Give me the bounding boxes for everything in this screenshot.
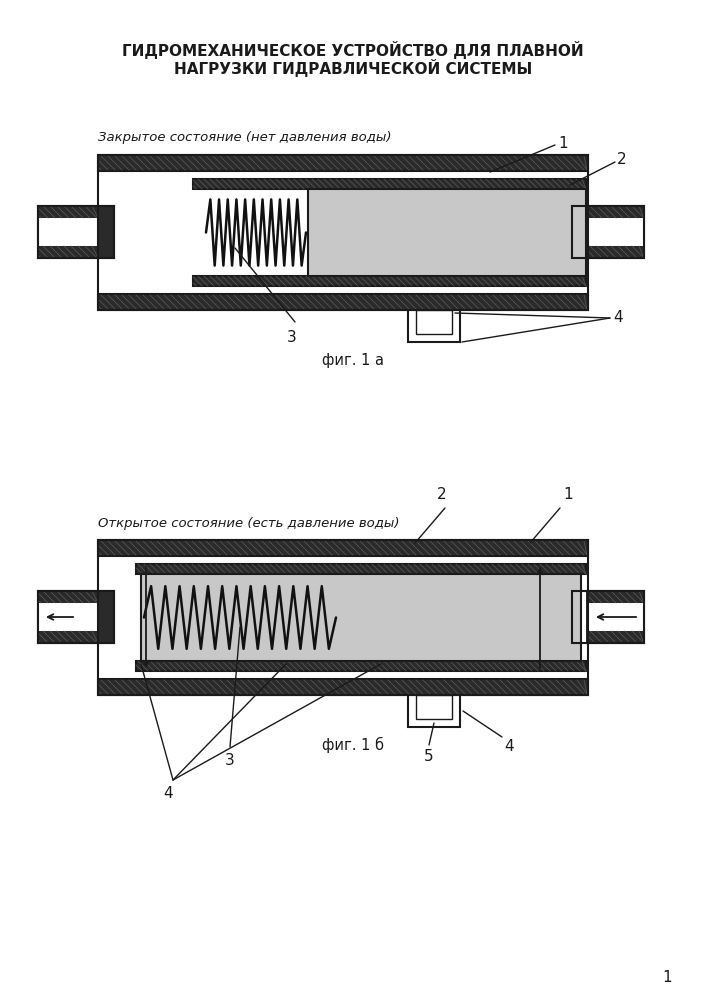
Bar	[416, 310, 452, 334]
Text: 4: 4	[613, 310, 623, 326]
Bar	[38, 218, 98, 246]
Bar	[572, 206, 644, 258]
Bar	[98, 679, 588, 695]
Bar	[98, 155, 588, 171]
Text: фиг. 1 б: фиг. 1 б	[322, 737, 384, 753]
Text: 1: 1	[563, 487, 573, 502]
Bar	[572, 591, 644, 643]
Text: НАГРУЗКИ ГИДРАВЛИЧЕСКОЙ СИСТЕМЫ: НАГРУЗКИ ГИДРАВЛИЧЕСКОЙ СИСТЕМЫ	[174, 59, 532, 77]
Bar	[98, 540, 588, 556]
Text: 2: 2	[437, 487, 447, 502]
Bar	[408, 310, 460, 342]
Text: ГИДРОМЕХАНИЧЕСКОЕ УСТРОЙСТВО ДЛЯ ПЛАВНОЙ: ГИДРОМЕХАНИЧЕСКОЕ УСТРОЙСТВО ДЛЯ ПЛАВНОЙ	[122, 41, 584, 59]
Text: 3: 3	[225, 753, 235, 768]
Bar	[416, 695, 452, 719]
Bar	[588, 603, 644, 631]
Text: 1: 1	[558, 135, 568, 150]
Bar	[308, 189, 586, 276]
Bar	[141, 574, 581, 661]
Text: фиг. 1 а: фиг. 1 а	[322, 353, 384, 367]
Bar	[572, 591, 644, 643]
Bar	[98, 155, 588, 310]
Bar	[136, 661, 586, 671]
Bar	[136, 564, 586, 574]
Bar	[98, 294, 588, 310]
Bar	[38, 603, 98, 631]
Bar	[38, 591, 114, 643]
Text: 5: 5	[424, 749, 434, 764]
Text: 4: 4	[504, 739, 513, 754]
Bar	[38, 206, 114, 258]
Bar	[38, 591, 114, 643]
Bar	[572, 206, 644, 258]
Text: 2: 2	[617, 152, 626, 167]
Bar	[193, 189, 586, 276]
Bar	[193, 276, 586, 286]
Bar	[408, 695, 460, 727]
Bar	[136, 574, 586, 661]
Bar	[308, 189, 586, 276]
Bar	[38, 206, 114, 258]
Text: Закрытое состояние (нет давления воды): Закрытое состояние (нет давления воды)	[98, 131, 392, 144]
Text: 1: 1	[662, 970, 672, 986]
Bar	[98, 556, 588, 679]
Bar	[98, 171, 588, 294]
Text: Открытое состояние (есть давление воды): Открытое состояние (есть давление воды)	[98, 516, 399, 530]
Bar	[193, 179, 586, 189]
Text: 4: 4	[163, 786, 173, 801]
Bar	[98, 540, 588, 695]
Bar	[141, 574, 581, 661]
Bar	[588, 218, 644, 246]
Text: 3: 3	[287, 330, 297, 345]
